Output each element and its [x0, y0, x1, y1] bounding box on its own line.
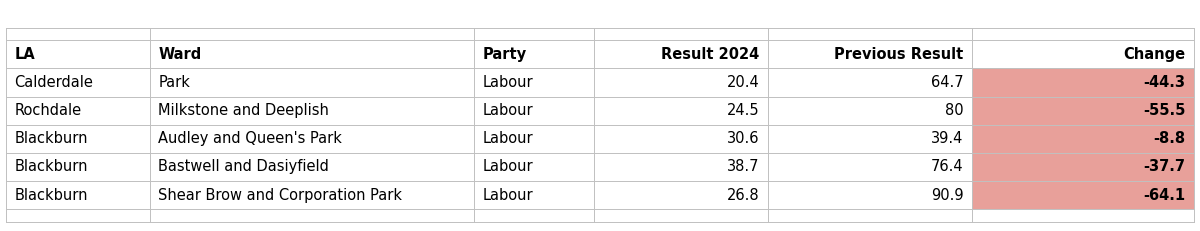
Text: 64.7: 64.7 [931, 75, 964, 90]
Text: Change: Change [1123, 47, 1186, 62]
Text: Labour: Labour [482, 188, 533, 203]
Text: Party: Party [482, 47, 527, 62]
Text: Milkstone and Deeplish: Milkstone and Deeplish [158, 103, 329, 118]
Text: Labour: Labour [482, 159, 533, 174]
Text: Blackburn: Blackburn [14, 188, 88, 203]
Text: Previous Result: Previous Result [834, 47, 964, 62]
Text: Labour: Labour [482, 131, 533, 146]
Text: -8.8: -8.8 [1153, 131, 1186, 146]
Text: Labour: Labour [482, 75, 533, 90]
Text: Rochdale: Rochdale [14, 103, 82, 118]
Text: 30.6: 30.6 [727, 131, 760, 146]
Text: Bastwell and Dasiyfield: Bastwell and Dasiyfield [158, 159, 329, 174]
Text: -64.1: -64.1 [1144, 188, 1186, 203]
Text: Shear Brow and Corporation Park: Shear Brow and Corporation Park [158, 188, 402, 203]
Text: Audley and Queen's Park: Audley and Queen's Park [158, 131, 342, 146]
Text: Labour: Labour [482, 103, 533, 118]
Bar [972, 125, 1194, 153]
Text: 90.9: 90.9 [931, 188, 964, 203]
Bar [972, 153, 1194, 181]
Text: Park: Park [158, 75, 191, 90]
Text: 20.4: 20.4 [727, 75, 760, 90]
Text: 38.7: 38.7 [727, 159, 760, 174]
Text: 76.4: 76.4 [931, 159, 964, 174]
Text: 26.8: 26.8 [727, 188, 760, 203]
Text: 39.4: 39.4 [931, 131, 964, 146]
Text: -37.7: -37.7 [1144, 159, 1186, 174]
Text: -44.3: -44.3 [1144, 75, 1186, 90]
Text: Ward: Ward [158, 47, 202, 62]
Text: Blackburn: Blackburn [14, 131, 88, 146]
Bar [972, 181, 1194, 209]
Text: Calderdale: Calderdale [14, 75, 94, 90]
Text: -55.5: -55.5 [1144, 103, 1186, 118]
Bar [972, 69, 1194, 97]
Text: LA: LA [14, 47, 35, 62]
Text: 24.5: 24.5 [727, 103, 760, 118]
Text: Result 2024: Result 2024 [661, 47, 760, 62]
Bar [972, 97, 1194, 125]
Text: Blackburn: Blackburn [14, 159, 88, 174]
Text: 80: 80 [944, 103, 964, 118]
